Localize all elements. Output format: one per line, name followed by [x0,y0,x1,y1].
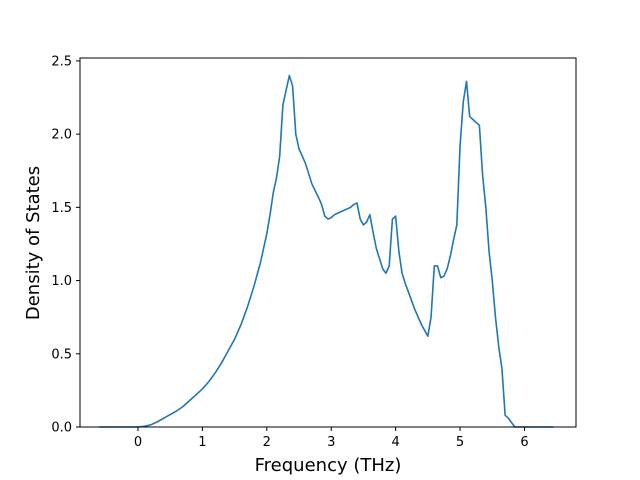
x-tick-label: 3 [327,435,335,450]
y-tick-label: 2.0 [51,128,72,143]
x-tick-label: 5 [456,435,464,450]
x-axis-label: Frequency (THz) [255,455,402,476]
y-tick-label: 1.0 [51,274,72,289]
y-tick-label: 0.0 [51,421,72,436]
x-tick-label: 6 [520,435,528,450]
y-axis-label: Density of States [23,166,44,320]
x-tick-label: 0 [134,435,142,450]
y-axis-ticks: 0.0 0.5 1.0 1.5 2.0 2.5 [51,54,80,436]
x-tick-label: 2 [263,435,271,450]
x-axis-ticks: 0 1 2 3 4 5 6 [134,427,529,450]
plot-frame [79,57,577,428]
y-tick-label: 2.5 [51,54,72,69]
y-tick-label: 1.5 [51,201,72,216]
dos-series-line [99,74,554,428]
x-tick-label: 4 [391,435,399,450]
y-tick-label: 0.5 [51,347,72,362]
plot-area [79,57,577,428]
x-tick-label: 1 [198,435,206,450]
